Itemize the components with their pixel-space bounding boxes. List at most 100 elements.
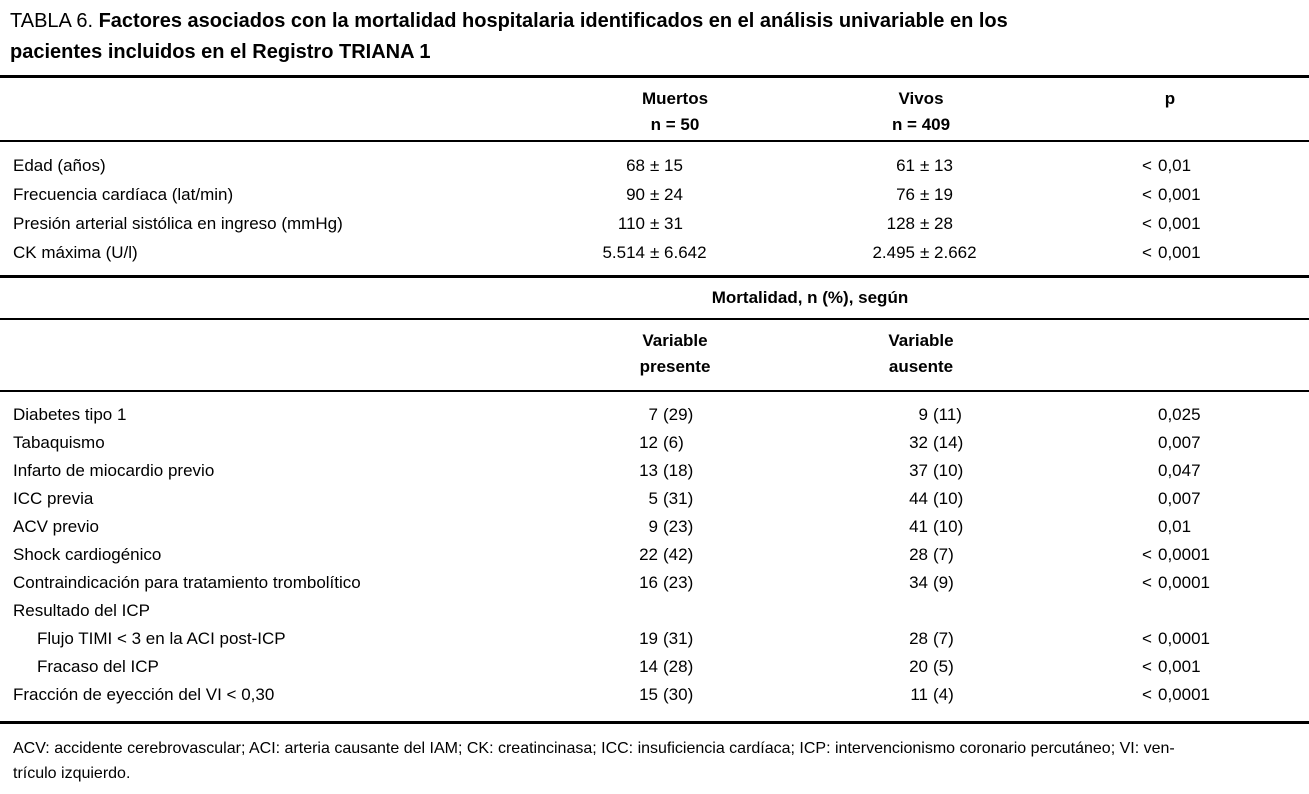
value-col1-detail: (29) bbox=[663, 405, 694, 424]
p-value-cell: 0,01 bbox=[1080, 517, 1309, 537]
row-label: Shock cardiogénico bbox=[13, 545, 162, 564]
p-value: 0,001 bbox=[1158, 184, 1201, 204]
value-col1-count: 16 bbox=[639, 573, 658, 592]
header-spacer bbox=[0, 328, 540, 380]
table-title-line2: pacientes incluidos en el Registro TRIAN… bbox=[10, 41, 431, 63]
value-col1-detail: (30) bbox=[663, 685, 694, 704]
p-value: 0,0001 bbox=[1158, 629, 1210, 648]
value-col1-detail: (23) bbox=[663, 517, 694, 536]
value-col2-detail: ± 13 bbox=[920, 155, 953, 175]
group-header-band: Mortalidad, n (%), según bbox=[0, 278, 1309, 318]
value-col2: 41 (10) bbox=[810, 517, 1080, 537]
column-header-variable-presente: Variable presente bbox=[540, 328, 810, 380]
column-header-line: n = 409 bbox=[891, 115, 951, 134]
row-label: ACV previo bbox=[13, 517, 99, 536]
p-value: 0,007 bbox=[1158, 489, 1201, 508]
value-col1: 110 ± 31 bbox=[540, 214, 810, 234]
p-value-cell: <0,01 bbox=[1080, 156, 1309, 176]
p-value: 0,0001 bbox=[1158, 573, 1210, 592]
value-col2-count: 76 bbox=[896, 184, 915, 204]
p-less-than-sign: < bbox=[1142, 242, 1152, 262]
value-col2-count: 11 bbox=[910, 685, 928, 704]
value-col2-count: 41 bbox=[909, 517, 928, 536]
section2-header-row: Variable presente Variable ausente bbox=[0, 320, 1309, 390]
value-col2-detail: ± 19 bbox=[920, 184, 953, 204]
row-label: CK máxima (U/l) bbox=[13, 242, 138, 262]
section2-header-rule bbox=[0, 390, 1309, 392]
p-less-than-sign: < bbox=[1142, 685, 1152, 704]
p-less-than-sign: < bbox=[1142, 155, 1152, 175]
value-col2-detail: (10) bbox=[933, 461, 964, 480]
section1-body: Edad (años) 68 ± 15 61 ± 13 <0,01 Frecuencia c… bbox=[0, 142, 1309, 275]
header-spacer bbox=[0, 86, 540, 138]
column-header-line: Variable bbox=[888, 331, 954, 350]
p-value-cell: <0,001 bbox=[1080, 657, 1309, 677]
value-col2-count: 28 bbox=[909, 629, 928, 648]
row-label: Resultado del ICP bbox=[13, 601, 151, 620]
row-label: Fracaso del ICP bbox=[37, 657, 159, 676]
p-value: 0,025 bbox=[1158, 405, 1201, 424]
value-col2: 37 (10) bbox=[810, 461, 1080, 481]
value-col2-detail: (14) bbox=[933, 433, 964, 452]
value-col1-count: 5.514 bbox=[602, 242, 645, 262]
value-col2-count: 34 bbox=[909, 573, 928, 592]
value-col1: 68 ± 15 bbox=[540, 156, 810, 176]
p-less-than-sign: < bbox=[1142, 657, 1152, 676]
value-col1-count: 7 bbox=[648, 405, 658, 424]
value-col1-count: 19 bbox=[639, 629, 658, 648]
value-col1: 16 (23) bbox=[540, 573, 810, 593]
value-col1-count: 68 bbox=[626, 155, 645, 175]
column-header-line: Vivos bbox=[898, 89, 944, 108]
value-col2-count: 20 bbox=[909, 657, 928, 676]
header-rule bbox=[0, 140, 1309, 142]
table-row: Frecuencia cardíaca (lat/min) 90 ± 24 76 ± 1… bbox=[0, 180, 1309, 209]
p-value-cell: <0,0001 bbox=[1080, 629, 1309, 649]
value-col1: 15 (30) bbox=[540, 685, 810, 705]
value-col1-detail: (31) bbox=[663, 629, 694, 648]
value-col1: 14 (28) bbox=[540, 657, 810, 677]
section1-header-row: Muertos n = 50 Vivos n = 409 p bbox=[0, 78, 1309, 140]
value-col1-detail: (23) bbox=[663, 573, 694, 592]
value-col1-detail: (42) bbox=[663, 545, 694, 564]
value-col2-count: 2.495 bbox=[872, 242, 915, 262]
value-col1: 90 ± 24 bbox=[540, 185, 810, 205]
table-title: TABLA 6. Factores asociados con la morta… bbox=[0, 0, 1309, 68]
column-header-variable-ausente: Variable ausente bbox=[810, 328, 1080, 380]
table-row: Resultado del ICP bbox=[0, 597, 1309, 625]
table-row: Diabetes tipo 1 7 (29) 9 (11) 0,025 bbox=[0, 401, 1309, 429]
p-value: 0,001 bbox=[1158, 657, 1201, 676]
footnote-line2: trículo izquierdo. bbox=[13, 765, 131, 782]
value-col2: 34 (9) bbox=[810, 573, 1080, 593]
value-col1: 9 (23) bbox=[540, 517, 810, 537]
value-col2-count: 128 bbox=[886, 213, 915, 233]
value-col1-count: 22 bbox=[639, 545, 658, 564]
value-col2-detail: ± 28 bbox=[920, 213, 953, 233]
column-header-line: presente bbox=[639, 357, 711, 376]
group-header-rule bbox=[0, 318, 1309, 320]
value-col1: 13 (18) bbox=[540, 461, 810, 481]
row-label: Contraindicación para tratamiento trombo… bbox=[13, 573, 361, 592]
value-col1-detail: ± 24 bbox=[650, 184, 683, 204]
table-row: ACV previo 9 (23) 41 (10) 0,01 bbox=[0, 513, 1309, 541]
column-header-line: p bbox=[1164, 89, 1176, 108]
value-col2-count: 37 bbox=[909, 461, 928, 480]
value-col2-detail: (10) bbox=[933, 489, 964, 508]
value-col1: 7 (29) bbox=[540, 405, 810, 425]
value-col2-detail: ± 2.662 bbox=[920, 242, 977, 262]
column-header-line: Variable bbox=[642, 331, 708, 350]
value-col2: 44 (10) bbox=[810, 489, 1080, 509]
value-col2: 20 (5) bbox=[810, 657, 1080, 677]
row-label: Tabaquismo bbox=[13, 433, 105, 452]
value-col1-detail: (18) bbox=[663, 461, 694, 480]
column-header-muertos: Muertos n = 50 bbox=[540, 86, 810, 138]
value-col2-detail: (4) bbox=[933, 685, 954, 704]
column-header-p: p bbox=[1080, 86, 1309, 138]
value-col2-count: 9 bbox=[918, 405, 928, 424]
p-value: 0,01 bbox=[1158, 155, 1192, 175]
value-col2-count: 61 bbox=[896, 155, 915, 175]
value-col2-detail: (10) bbox=[933, 517, 964, 536]
value-col2-count: 32 bbox=[909, 433, 928, 452]
row-label: Flujo TIMI < 3 en la ACI post-ICP bbox=[37, 629, 286, 648]
value-col1: 19 (31) bbox=[540, 629, 810, 649]
